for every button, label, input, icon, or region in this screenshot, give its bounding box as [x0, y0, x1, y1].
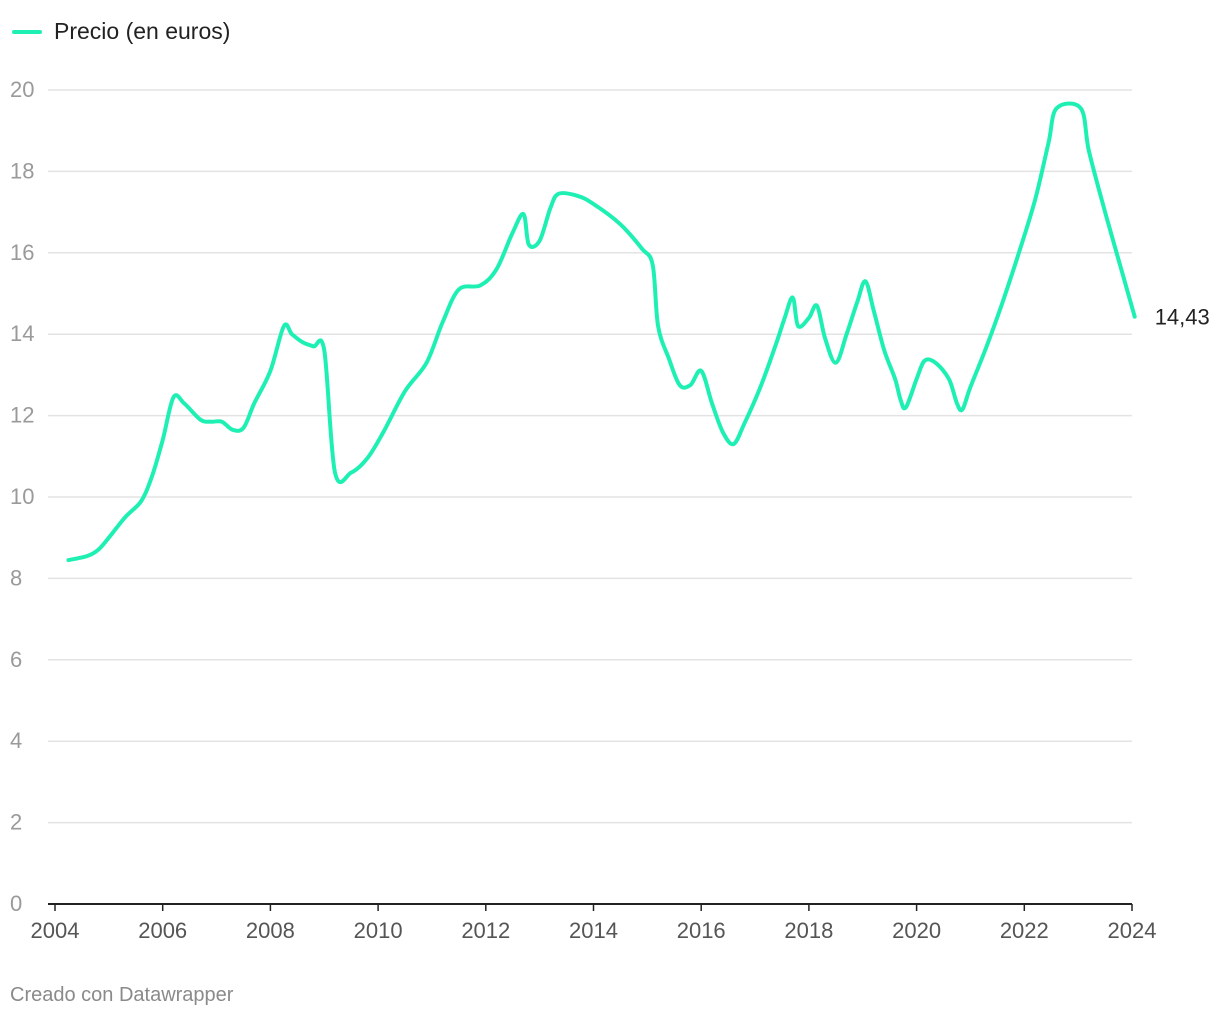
y-tick-label-4: 4: [10, 728, 22, 753]
x-tick-label-2016: 2016: [677, 918, 726, 943]
y-tick-label-8: 8: [10, 565, 22, 590]
y-tick-label-20: 20: [10, 77, 34, 102]
x-tick-label-2004: 2004: [31, 918, 80, 943]
x-tick-label-2020: 2020: [892, 918, 941, 943]
series-line-0: [66, 101, 1137, 563]
y-tick-label-18: 18: [10, 158, 34, 183]
footer-credit: Creado con Datawrapper: [10, 984, 234, 1006]
x-tick-label-2014: 2014: [569, 918, 618, 943]
x-tick-label-2018: 2018: [784, 918, 833, 943]
y-tick-label-10: 10: [10, 484, 34, 509]
y-tick-label-12: 12: [10, 403, 34, 428]
x-tick-label-2024: 2024: [1108, 918, 1157, 943]
legend-label: Precio (en euros): [54, 18, 231, 44]
y-tick-label-6: 6: [10, 647, 22, 672]
y-tick-label-2: 2: [10, 810, 22, 835]
line-chart: 0 2 4 6 8 10 12 14 16 18 20 2004 2006 2008 2010 2012 201…: [10, 77, 1210, 943]
x-tick-label-2010: 2010: [354, 918, 403, 943]
end-value-label: 14,43: [1155, 305, 1210, 330]
legend-swatch: [12, 29, 42, 34]
x-tick-label-2008: 2008: [246, 918, 295, 943]
y-tick-label-0: 0: [10, 891, 22, 916]
x-tick-label-2006: 2006: [138, 918, 187, 943]
legend: Precio (en euros): [12, 18, 230, 45]
y-tick-label-16: 16: [10, 240, 34, 265]
x-tick-label-2022: 2022: [1000, 918, 1049, 943]
x-tick-label-2012: 2012: [461, 918, 510, 943]
y-tick-label-14: 14: [10, 321, 34, 346]
